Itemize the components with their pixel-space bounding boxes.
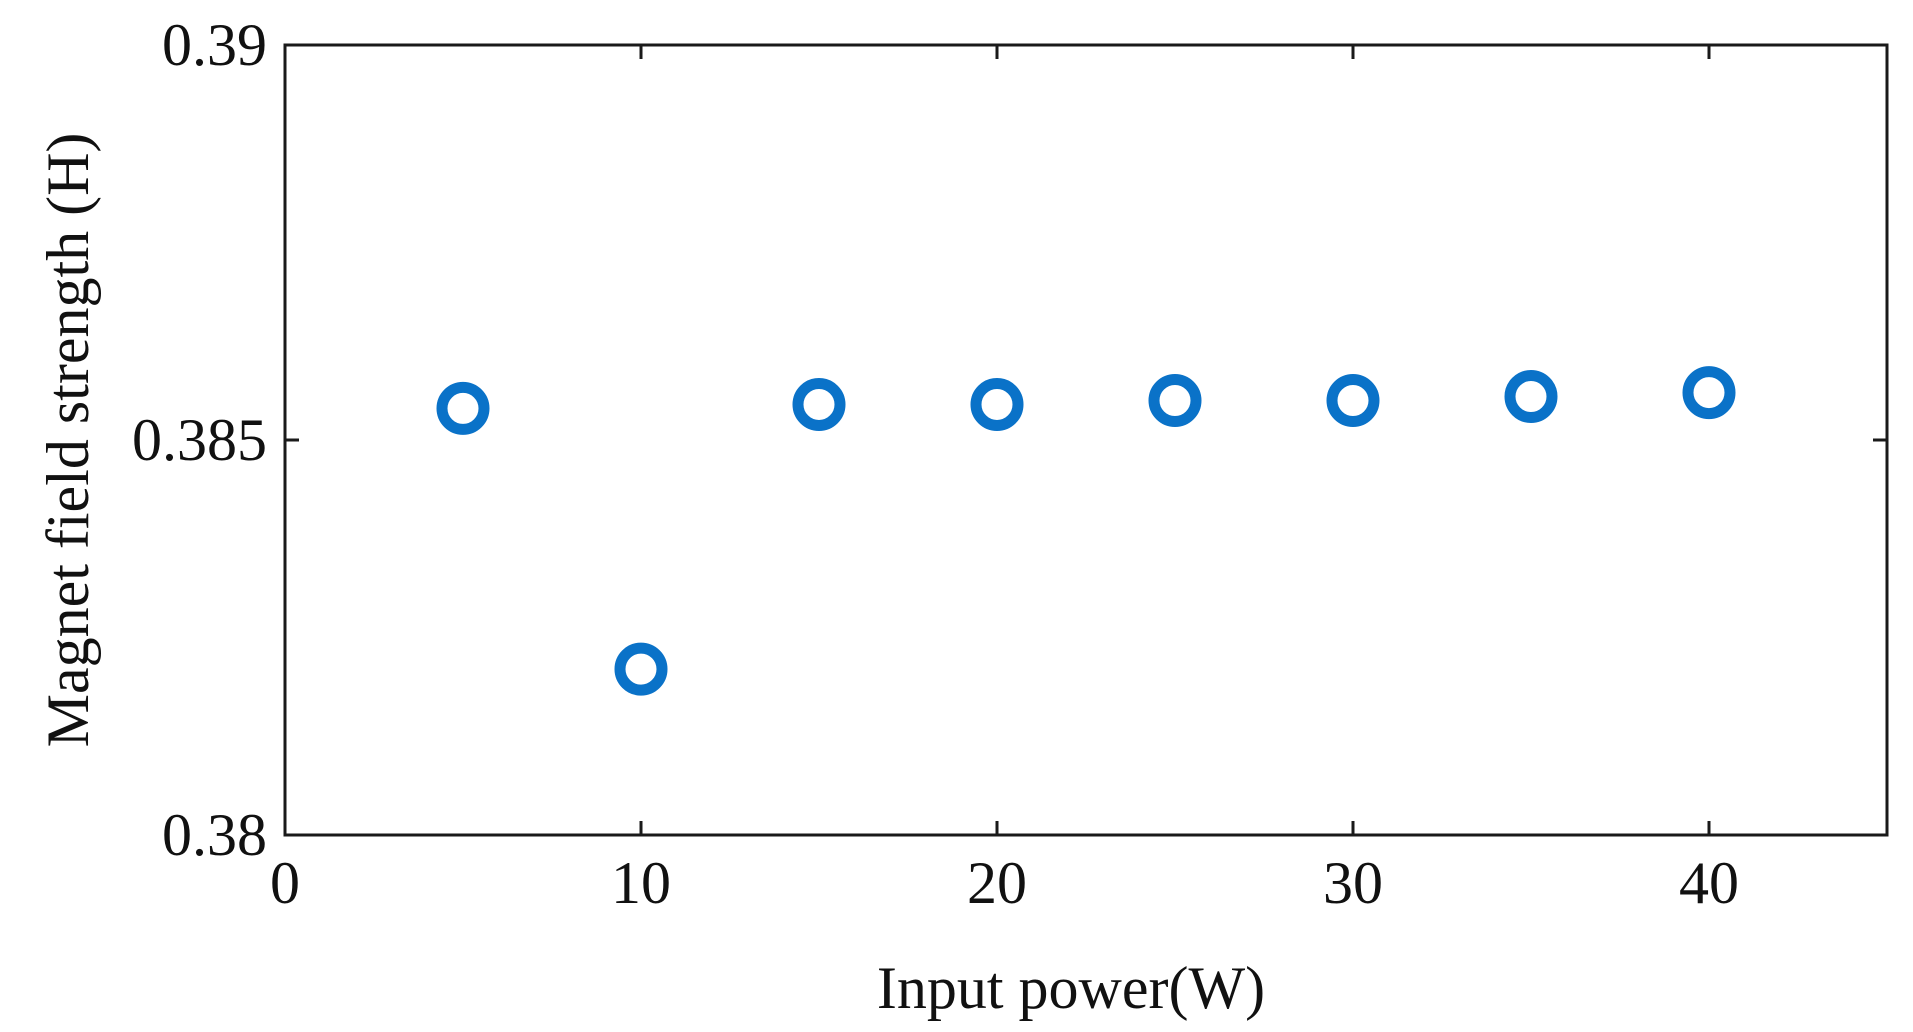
x-tick-label: 20: [967, 850, 1027, 916]
data-point-marker: [1326, 374, 1380, 427]
plot-frame-group: [283, 43, 1889, 837]
x-tick-label: 30: [1323, 850, 1383, 916]
axis-ticks: [283, 43, 1887, 837]
plot-frame: [283, 43, 1889, 837]
y-tick-label: 0.38: [162, 802, 267, 868]
y-tick-label: 0.385: [132, 407, 267, 473]
x-tick-label: 10: [611, 850, 671, 916]
data-point-marker: [614, 642, 668, 696]
y-tick-labels: 0.38 0.385 0.39: [132, 12, 267, 868]
data-point-marker: [792, 377, 846, 431]
data-points: [436, 366, 1736, 696]
data-point-marker: [1504, 370, 1558, 424]
data-point-marker: [1682, 366, 1736, 420]
y-tick-label: 0.39: [162, 12, 267, 78]
x-tick-labels: 0 10 20 30 40: [270, 850, 1739, 916]
data-point-marker: [970, 377, 1024, 431]
x-tick-label: 0: [270, 850, 300, 916]
x-tick-label: 40: [1679, 850, 1739, 916]
data-point-marker: [436, 381, 490, 435]
x-axis-label: Input power(W): [877, 955, 1265, 1021]
y-axis-label: Magnet field strength (H): [35, 133, 101, 748]
data-point-marker: [1148, 374, 1202, 427]
